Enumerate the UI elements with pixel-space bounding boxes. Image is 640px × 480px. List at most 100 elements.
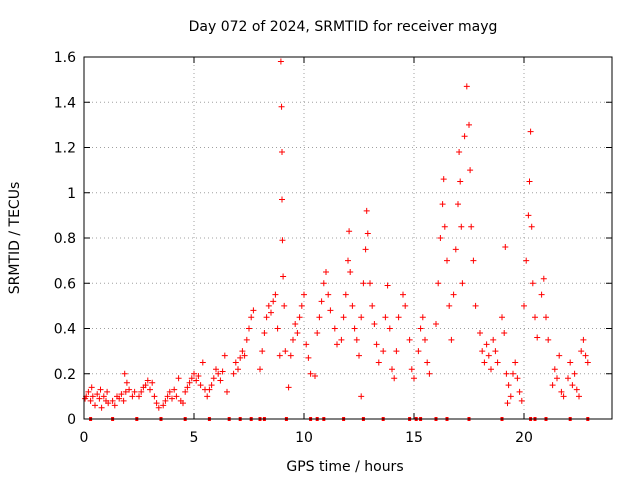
data-point — [580, 336, 587, 343]
data-point — [87, 397, 94, 404]
data-point — [503, 370, 510, 377]
data-point — [325, 291, 332, 298]
data-point — [88, 384, 95, 391]
data-point — [318, 298, 325, 305]
data-point — [153, 400, 160, 407]
data-point — [347, 268, 354, 275]
data-point — [538, 291, 545, 298]
data-point — [521, 302, 527, 309]
data-point — [393, 348, 400, 355]
y-tick-label: 0.4 — [54, 322, 76, 338]
data-point — [241, 352, 248, 359]
y-tick-label: 1.6 — [54, 50, 76, 66]
data-point — [437, 235, 444, 241]
y-axis-label: SRMTID / TECUs — [7, 182, 23, 295]
data-point — [485, 352, 492, 359]
data-point — [382, 314, 389, 321]
data-point — [512, 359, 519, 366]
data-point — [402, 302, 409, 309]
data-point — [98, 404, 105, 411]
data-point — [235, 366, 241, 373]
data-point — [282, 348, 289, 355]
data-point — [193, 377, 200, 384]
data-point — [463, 83, 470, 90]
data-point — [270, 298, 277, 305]
data-point — [208, 382, 215, 389]
data-point — [380, 348, 387, 355]
x-tick-label: 0 — [80, 430, 89, 446]
x-tick-label: 20 — [515, 430, 533, 446]
data-point — [89, 393, 96, 400]
data-point — [556, 352, 563, 359]
data-point — [171, 386, 178, 393]
data-point — [100, 393, 107, 400]
data-point — [369, 302, 376, 309]
data-point — [166, 388, 173, 395]
y-tick-label: 0.8 — [54, 231, 76, 247]
data-point — [461, 133, 468, 140]
data-point — [362, 246, 369, 253]
data-point — [292, 320, 299, 327]
data-point — [199, 359, 206, 366]
data-point — [206, 386, 213, 393]
data-point — [422, 336, 428, 343]
data-point — [554, 375, 560, 382]
data-point — [314, 330, 321, 337]
data-point — [400, 291, 406, 298]
data-point — [327, 307, 334, 314]
x-tick-label: 5 — [190, 430, 199, 446]
data-point — [243, 336, 250, 343]
data-point — [126, 386, 133, 393]
data-point — [331, 325, 338, 332]
data-point — [532, 314, 538, 321]
data-point — [151, 393, 158, 400]
data-point — [569, 382, 576, 389]
data-point — [467, 167, 474, 174]
data-point — [351, 325, 358, 332]
data-point — [334, 341, 340, 348]
data-point — [384, 282, 391, 289]
data-point — [279, 237, 286, 244]
data-point — [265, 302, 272, 309]
data-point — [501, 330, 508, 337]
data-point — [121, 370, 128, 377]
data-point — [452, 246, 459, 253]
data-point — [232, 359, 239, 366]
data-point — [261, 330, 268, 337]
data-point — [182, 388, 189, 395]
data-point — [353, 336, 360, 343]
data-point — [160, 402, 167, 409]
data-point — [268, 309, 274, 316]
data-point — [479, 348, 486, 355]
data-point — [96, 395, 103, 402]
data-point — [470, 257, 477, 264]
data-point — [312, 373, 318, 380]
data-point — [435, 280, 442, 287]
data-point — [294, 330, 301, 337]
data-point — [472, 302, 479, 309]
data-point — [118, 391, 125, 398]
data-point — [477, 330, 483, 337]
data-point — [237, 354, 244, 361]
data-point — [278, 103, 285, 110]
data-point — [446, 302, 453, 309]
data-point — [534, 334, 541, 341]
data-point — [551, 366, 558, 373]
y-tick-label: 0.6 — [54, 276, 76, 292]
y-tick-label: 1.4 — [54, 95, 76, 111]
data-point — [305, 354, 312, 361]
chart-title: Day 072 of 2024, SRMTID for receiver may… — [189, 19, 498, 35]
data-point — [395, 314, 402, 321]
data-point — [499, 314, 505, 321]
data-point — [558, 388, 565, 395]
data-point — [582, 352, 589, 359]
data-point — [528, 223, 535, 230]
data-point — [417, 325, 424, 332]
data-point — [136, 393, 142, 400]
data-point — [290, 336, 296, 343]
data-point — [345, 257, 351, 264]
data-point — [138, 388, 145, 395]
data-point — [105, 400, 112, 407]
data-point — [215, 370, 222, 377]
